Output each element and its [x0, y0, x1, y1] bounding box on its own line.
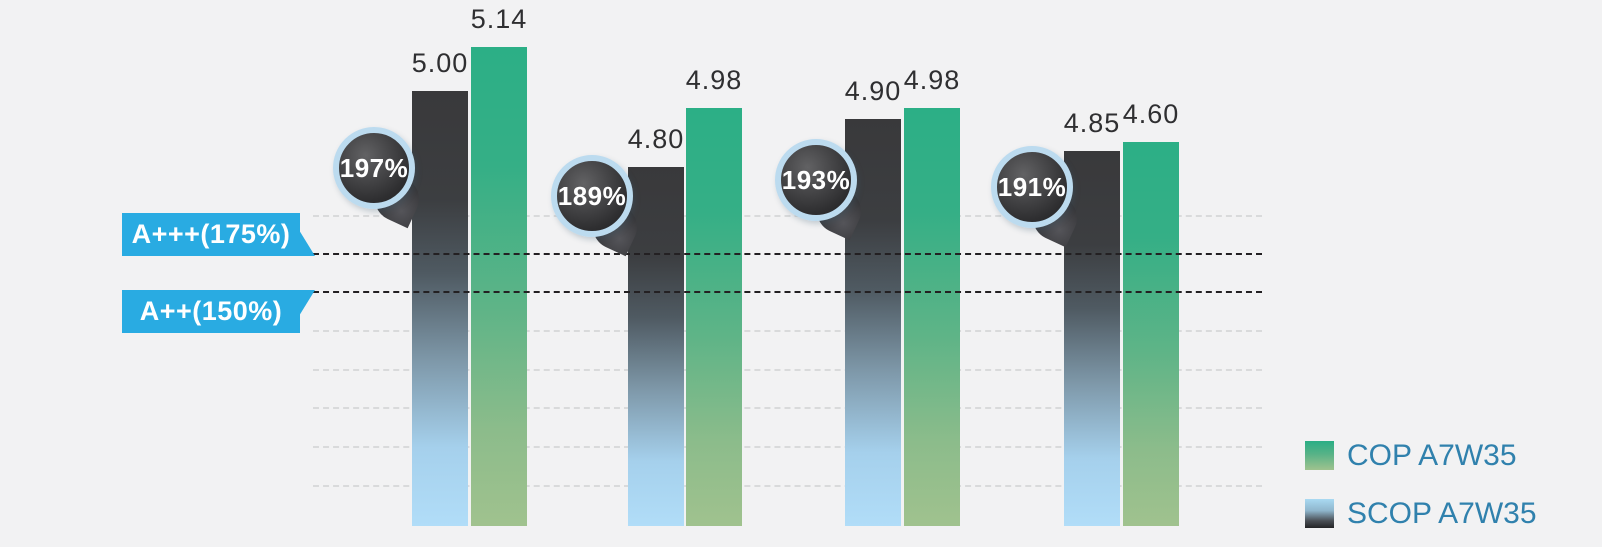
gridline: [313, 446, 1262, 448]
gridline: [313, 485, 1262, 487]
percent-badge-1: 197%: [333, 127, 427, 229]
percent-badge-3: 193%: [775, 139, 869, 241]
threshold-line: [313, 253, 1262, 255]
badge-percent-text: 189%: [557, 180, 627, 211]
badge-circle: 191%: [991, 146, 1073, 228]
badge-percent-text: 197%: [339, 152, 409, 183]
threshold-callout-label: A+++(175%): [131, 219, 291, 249]
gridline: [313, 369, 1262, 371]
bar-cop-4: [1123, 142, 1179, 526]
bar-value-label: 4.98: [903, 65, 961, 95]
bar-cop-3: [904, 108, 960, 526]
bar-value-label: 4.85: [1063, 108, 1121, 138]
bar-value-label: 4.60: [1122, 99, 1180, 129]
percent-badge-2: 189%: [551, 155, 645, 257]
legend-label-cop: COP A7W35: [1347, 439, 1517, 472]
bar-scop-1: [412, 91, 468, 526]
bar-value-label: 5.00: [411, 48, 469, 78]
threshold-callout-a-plus-plus-plus: A+++(175%): [122, 213, 315, 256]
badge-percent-text: 191%: [997, 171, 1067, 202]
threshold-line: [313, 291, 1262, 293]
badge-percent-text: 193%: [781, 164, 851, 195]
legend-item-scop: SCOP A7W35: [1305, 497, 1537, 530]
percent-badge-4: 191%: [991, 146, 1085, 248]
bar-cop-2: [686, 108, 742, 526]
gridline: [313, 215, 1262, 217]
badge-circle: 193%: [775, 139, 857, 221]
badge-circle: 197%: [333, 127, 415, 209]
threshold-callout-a-plus-plus: A++(150%): [122, 290, 315, 333]
bar-value-label: 4.90: [844, 76, 902, 106]
bar-value-label: 4.80: [627, 124, 685, 154]
threshold-callout-label: A++(150%): [139, 296, 283, 326]
bar-cop-1: [471, 47, 527, 526]
gridline: [313, 407, 1262, 409]
legend-swatch-scop-icon: [1305, 499, 1334, 528]
bar-value-label: 5.14: [470, 4, 528, 34]
legend-item-cop: COP A7W35: [1305, 439, 1517, 472]
legend-label-scop: SCOP A7W35: [1347, 497, 1537, 530]
legend-swatch-cop-icon: [1305, 441, 1334, 470]
gridline: [313, 330, 1262, 332]
bar-value-label: 4.98: [685, 65, 743, 95]
badge-circle: 189%: [551, 155, 633, 237]
